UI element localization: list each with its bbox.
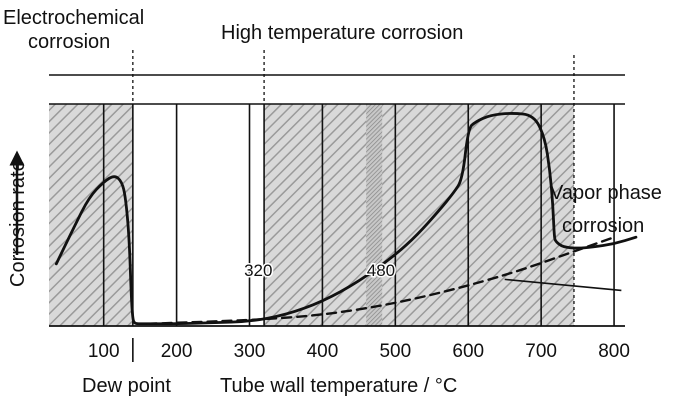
- x-tick-label-400: 400: [307, 341, 339, 362]
- x-tick-label-500: 500: [379, 341, 411, 362]
- x-tick-label-800: 800: [598, 341, 630, 362]
- dew-point-label: Dew point: [82, 375, 171, 397]
- high-temp-label: High temperature corrosion: [221, 22, 463, 44]
- x-axis-label: Tube wall temperature / °C: [220, 375, 457, 397]
- hatched-region-1: [49, 104, 133, 326]
- vapor-pointer-line: [504, 278, 622, 292]
- x-tick-label-700: 700: [525, 341, 557, 362]
- vapor-label-line1: Vapor phase: [550, 182, 662, 204]
- hatched-region-2: [264, 104, 574, 326]
- electrochemical-label-line2: corrosion: [28, 31, 110, 53]
- annotation-480: 480: [367, 261, 395, 280]
- electrochemical-label-line1: Electrochemical: [3, 7, 144, 29]
- x-tick-label-300: 300: [234, 341, 266, 362]
- dense-hatch-band: [366, 104, 383, 326]
- vapor-label-line2: corrosion: [562, 215, 644, 237]
- x-tick-label-600: 600: [452, 341, 484, 362]
- series-solid-curve: [54, 112, 638, 326]
- x-tick-label-100: 100: [88, 341, 120, 362]
- series-dashed-curve: [146, 236, 616, 325]
- annotation-320: 320: [244, 261, 272, 280]
- x-tick-label-200: 200: [161, 341, 193, 362]
